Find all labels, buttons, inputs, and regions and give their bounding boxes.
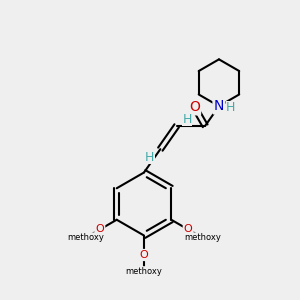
Text: N: N: [214, 99, 224, 113]
Text: O: O: [140, 250, 148, 260]
Text: O: O: [184, 224, 193, 235]
Text: O: O: [95, 224, 104, 235]
Text: H: H: [145, 151, 154, 164]
Text: methoxy: methoxy: [126, 267, 162, 276]
Text: methoxy: methoxy: [67, 233, 104, 242]
Text: methoxy: methoxy: [184, 233, 221, 242]
Text: O: O: [189, 100, 200, 114]
Text: H: H: [226, 101, 235, 114]
Text: H: H: [182, 113, 192, 126]
